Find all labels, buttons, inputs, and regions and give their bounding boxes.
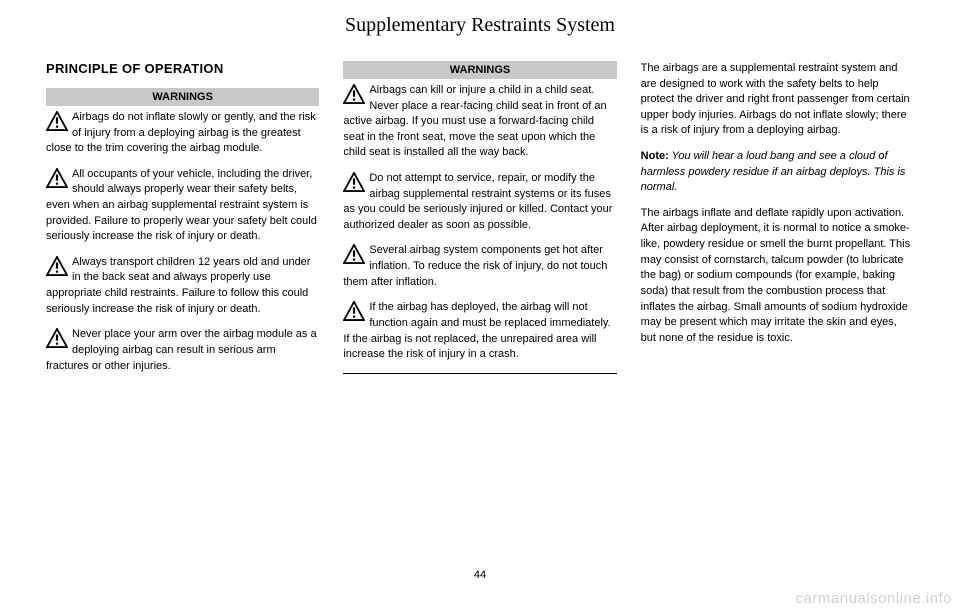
warning-item: Airbags can kill or injure a child in a … [343,83,616,161]
note-label: Note: [641,150,669,162]
warning-triangle-icon [343,244,365,264]
column-1: PRINCIPLE OF OPERATION WARNINGS Airbags … [46,61,319,384]
warning-triangle-icon [46,168,68,188]
column-3: The airbags are a supplemental restraint… [641,61,914,384]
warning-triangle-icon [343,301,365,321]
warning-text: All occupants of your vehicle, including… [46,168,317,242]
note-text: You will hear a loud bang and see a clou… [641,150,906,193]
warning-item: Several airbag system components get hot… [343,243,616,290]
page-number: 44 [0,569,960,581]
warning-triangle-icon [46,111,68,131]
warning-item: Always transport children 12 years old a… [46,255,319,317]
warning-triangle-icon [46,328,68,348]
warning-item: All occupants of your vehicle, including… [46,167,319,245]
warning-item: If the airbag has deployed, the airbag w… [343,300,616,362]
warning-text: Never place your arm over the airbag mod… [46,328,317,371]
warning-text: Always transport children 12 years old a… [46,256,310,315]
section-title: PRINCIPLE OF OPERATION [46,61,319,76]
warnings-header: WARNINGS [46,88,319,106]
warning-text: If the airbag has deployed, the airbag w… [343,301,610,360]
warning-item: Airbags do not inflate slowly or gently,… [46,110,319,157]
warning-triangle-icon [343,84,365,104]
section-divider [343,373,616,374]
warning-text: Airbags do not inflate slowly or gently,… [46,111,316,154]
warning-item: Do not attempt to service, repair, or mo… [343,171,616,233]
warning-text: Do not attempt to service, repair, or mo… [343,172,612,231]
note-paragraph: Note: You will hear a loud bang and see … [641,149,914,196]
warning-text: Several airbag system components get hot… [343,244,607,287]
content-area: PRINCIPLE OF OPERATION WARNINGS Airbags … [0,45,960,384]
watermark: carmanualsonline.info [796,590,952,607]
page-header: Supplementary Restraints System [0,0,960,45]
warning-item: Never place your arm over the airbag mod… [46,327,319,374]
warnings-header: WARNINGS [343,61,616,79]
body-paragraph: The airbags inflate and deflate rapidly … [641,206,914,346]
warning-triangle-icon [343,172,365,192]
column-2: WARNINGS Airbags can kill or injure a ch… [343,61,616,384]
body-paragraph: The airbags are a supplemental restraint… [641,61,914,139]
warning-triangle-icon [46,256,68,276]
warning-text: Airbags can kill or injure a child in a … [343,84,606,158]
